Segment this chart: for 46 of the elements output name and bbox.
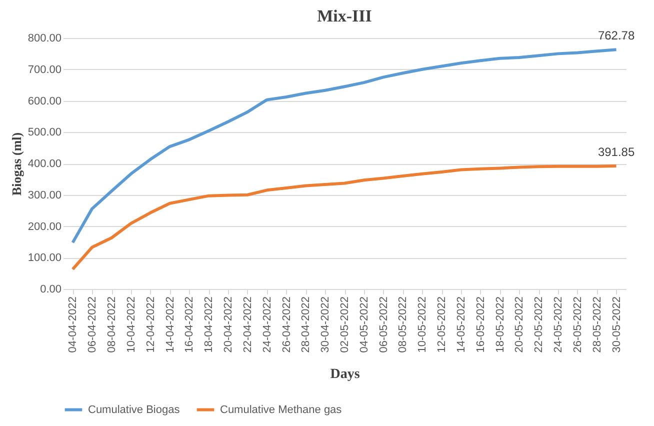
- x-tick-label: 08-05-2022: [397, 296, 410, 353]
- x-tick-label: 24-04-2022: [261, 296, 274, 353]
- x-tick-label: 10-05-2022: [416, 296, 429, 353]
- x-tick-label: 16-04-2022: [184, 296, 196, 353]
- x-tick-label: 12-04-2022: [144, 296, 157, 353]
- x-tick-label: 18-04-2022: [203, 296, 216, 353]
- line-series: [71, 164, 618, 271]
- x-tick-label: 04-04-2022: [67, 296, 80, 353]
- data-label: 391.85: [598, 145, 635, 160]
- x-axis-title: Days: [330, 366, 360, 382]
- y-tick-label: 100.00: [28, 252, 62, 264]
- x-tick-label: 24-05-2022: [552, 296, 565, 353]
- x-tick-label: 14-05-2022: [455, 296, 468, 353]
- x-tick-label: 28-05-2022: [591, 296, 604, 353]
- x-tick-label: 10-04-2022: [125, 296, 138, 353]
- x-tick-label: 26-04-2022: [280, 296, 293, 353]
- y-tick-label: 0.00: [40, 284, 62, 296]
- x-tick-label: 22-05-2022: [533, 296, 546, 353]
- x-tick-label: 20-05-2022: [514, 296, 526, 353]
- x-tick-label: 20-04-2022: [222, 296, 235, 353]
- y-axis-title: Biogas (ml): [8, 132, 24, 196]
- y-tick-label: 200.00: [28, 220, 62, 233]
- x-tick-label: 30-04-2022: [320, 296, 332, 353]
- y-tick-label: 400.00: [28, 158, 62, 170]
- x-tick-label: 18-05-2022: [494, 296, 506, 353]
- y-tick-label: 600.00: [28, 95, 62, 108]
- y-tick-label: 500.00: [28, 126, 62, 139]
- x-tick-label: 28-04-2022: [300, 296, 312, 353]
- x-tick-label: 04-05-2022: [358, 296, 370, 353]
- x-tick-label: 06-04-2022: [86, 296, 99, 353]
- x-tick-label: 30-05-2022: [610, 296, 623, 353]
- legend-label: Cumulative Biogas: [88, 404, 180, 416]
- y-tick-label: 800.00: [28, 32, 62, 44]
- y-tick-label: 700.00: [28, 64, 62, 76]
- legend-label: Cumulative Methane gas: [220, 404, 342, 416]
- y-tick-label: 300.00: [28, 189, 62, 202]
- x-tick-label: 22-04-2022: [242, 296, 254, 353]
- data-label: 762.78: [598, 28, 635, 43]
- x-tick-label: 14-04-2022: [164, 296, 176, 353]
- x-tick-label: 12-05-2022: [436, 296, 448, 353]
- chart-title: Mix-III: [317, 6, 372, 26]
- x-tick-label: 08-04-2022: [106, 296, 118, 353]
- x-tick-label: 06-05-2022: [378, 296, 390, 353]
- x-tick-label: 02-05-2022: [339, 296, 351, 353]
- x-tick-label: 26-05-2022: [572, 296, 584, 353]
- x-tick-label: 16-05-2022: [474, 296, 487, 353]
